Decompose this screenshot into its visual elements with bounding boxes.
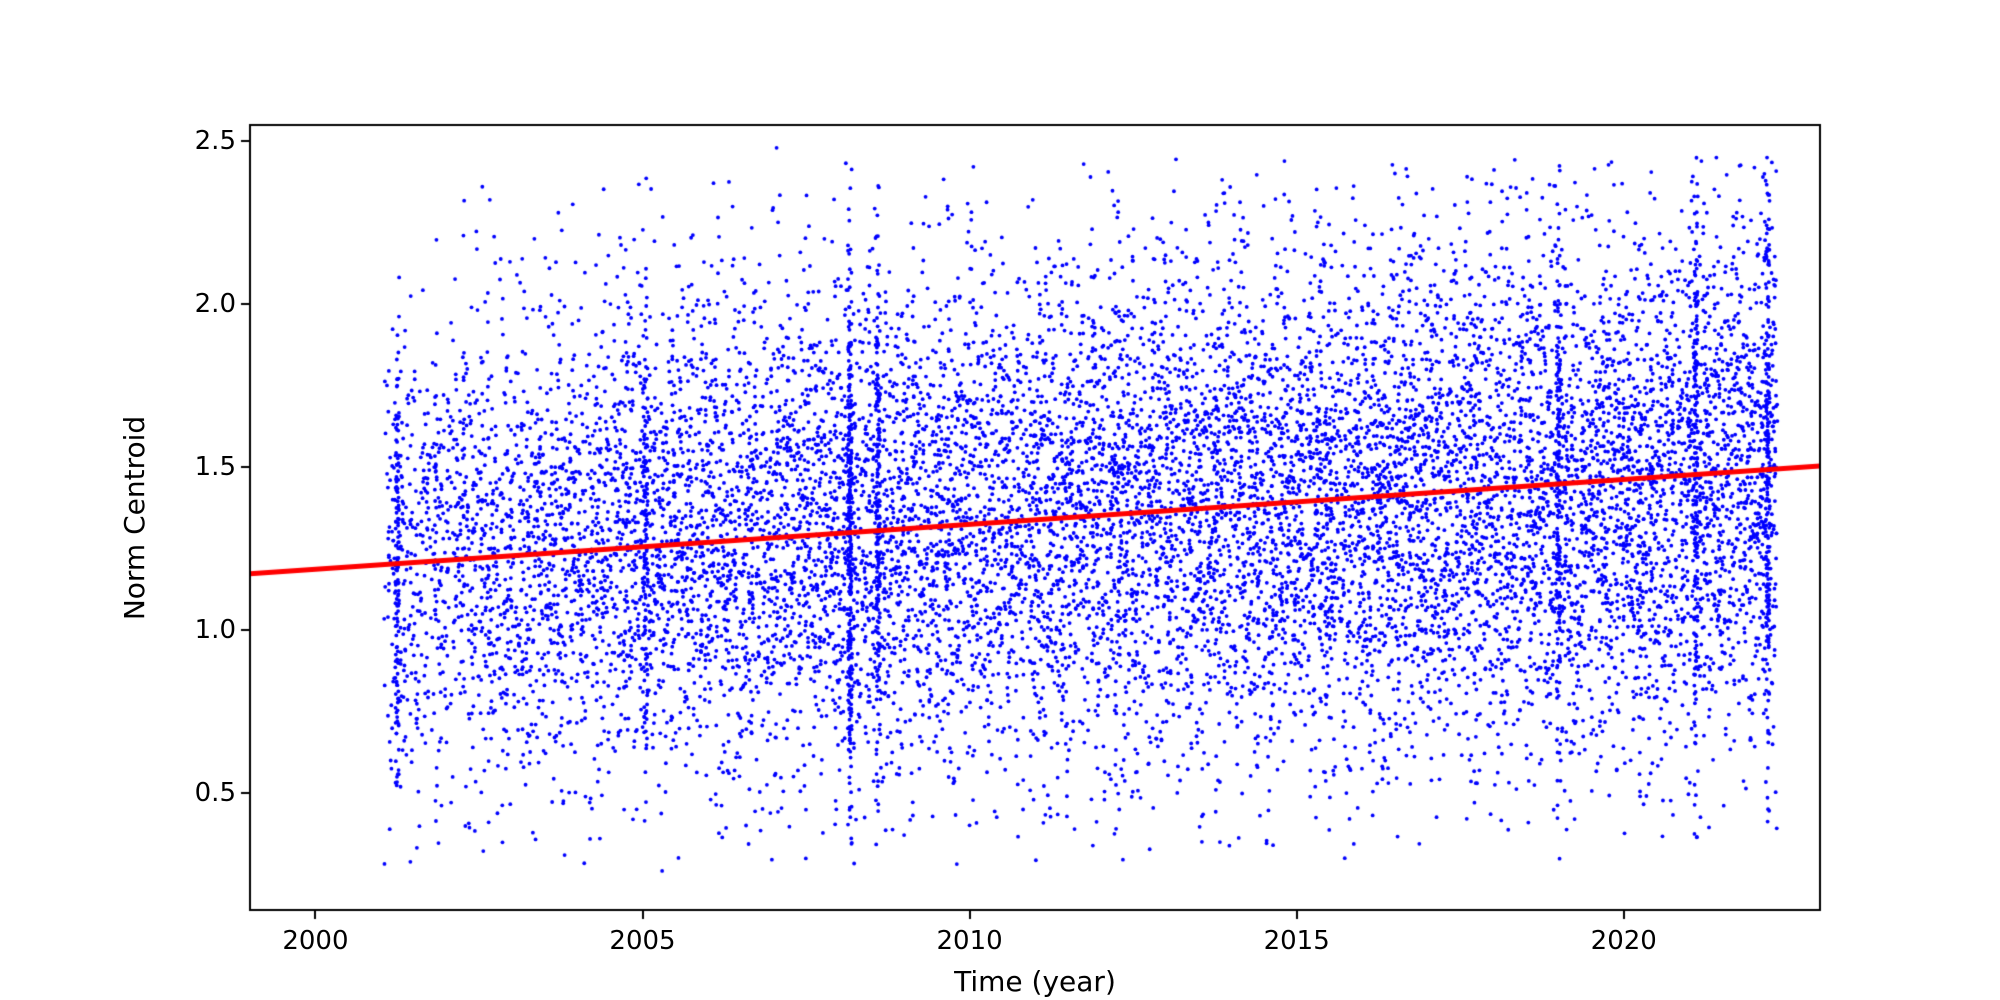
x-tick-label: 2010	[936, 926, 1003, 956]
y-axis-label: Norm Centroid	[118, 415, 151, 620]
y-tick-label: 0.5	[194, 777, 236, 808]
x-tick-label: 2000	[282, 926, 349, 956]
x-tick-label: 2005	[609, 926, 676, 956]
y-tick-label: 2.5	[194, 126, 236, 157]
x-axis-label: Time (year)	[954, 965, 1116, 998]
x-tick-label: 2015	[1263, 926, 1330, 956]
x-tick-label: 2020	[1590, 926, 1657, 956]
y-tick-label: 1.0	[194, 614, 236, 645]
y-tick-label: 2.0	[194, 289, 236, 320]
y-tick-label: 1.5	[194, 452, 236, 482]
